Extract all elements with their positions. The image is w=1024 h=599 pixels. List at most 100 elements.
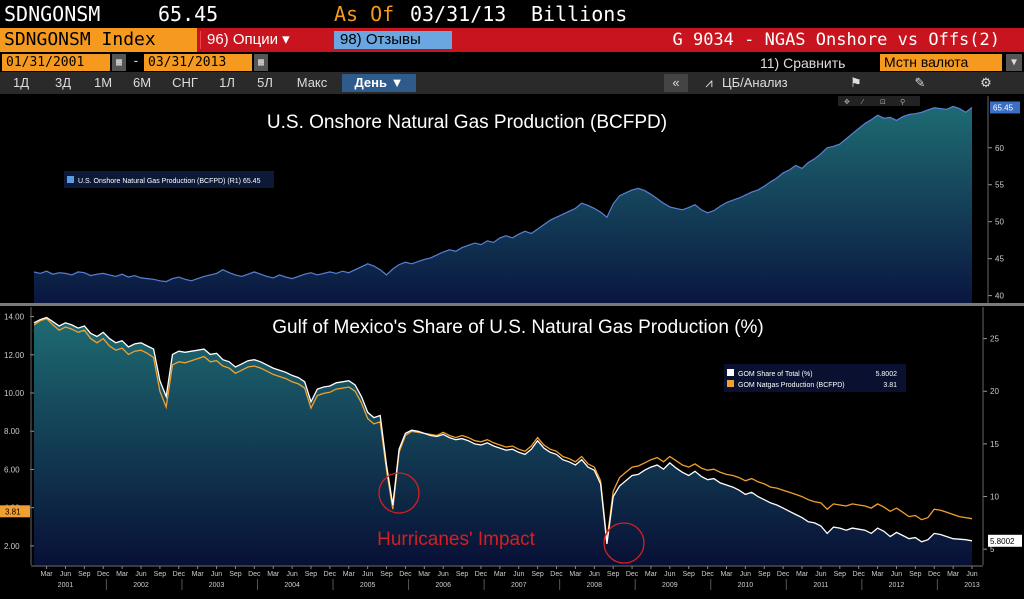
gom-share-legend: GOM Share of Total (%) (738, 371, 813, 378)
x-year-label: 2003 (209, 582, 225, 589)
x-year-label: 2002 (133, 582, 149, 589)
zoom-area-icon[interactable]: ⊡ (880, 99, 886, 106)
period-max[interactable]: Макс (296, 75, 328, 90)
period-1y[interactable]: 1Л (219, 75, 235, 90)
x-month-label: Dec (97, 571, 110, 578)
x-month-label: Mar (947, 571, 960, 578)
hurricane-circle-2008 (603, 522, 645, 564)
gom-share-swatch (727, 369, 734, 376)
top-chart-plot (33, 105, 973, 304)
x-month-label: Mar (872, 571, 885, 578)
top-y-tick-label: 50 (995, 218, 1004, 227)
security-field[interactable]: SDNGONSM Index (0, 28, 197, 52)
currency-dropdown-icon[interactable]: ▼ (1006, 54, 1022, 71)
x-month-label: Jun (211, 571, 222, 578)
bottom-legend: GOM Share of Total (%) 5.8002 GOM Natgas… (724, 364, 906, 392)
zoom-search-icon[interactable]: ⚲ (900, 99, 905, 106)
x-month-label: Jun (286, 571, 297, 578)
top-legend: U.S. Onshore Natural Gas Production (BCF… (64, 171, 274, 188)
period-1d[interactable]: 1Д (12, 75, 30, 90)
right-y-tick-label: 25 (990, 335, 999, 344)
left-last-value-badge (0, 505, 30, 518)
options-button[interactable]: 96) Опции ▾ (200, 31, 330, 49)
analysis-icon[interactable]: ⩘ (705, 75, 713, 90)
right-y-tick-label: 5 (990, 545, 995, 554)
left-y-tick-label: 8.00 (4, 427, 20, 436)
gom-prod-legend: GOM Natgas Production (BCFPD) (738, 382, 845, 389)
gom-prod-swatch (727, 380, 734, 387)
top-last-value-label: 65.45 (993, 103, 1014, 112)
zoom-draw-icon[interactable]: ⁄ (860, 99, 865, 106)
period-1m[interactable]: 1М (93, 75, 113, 90)
x-month-label: Sep (834, 571, 847, 578)
end-calendar-icon[interactable]: ▦ (254, 54, 268, 71)
ticker-header: SDNGONSM 65.45 As Of 03/31/13 Billions (0, 0, 1024, 28)
currency-select[interactable]: Мстн валюта (880, 54, 1002, 71)
period-6m[interactable]: 6М (132, 75, 152, 90)
x-month-label: Mar (494, 571, 507, 578)
x-month-label: Dec (475, 571, 488, 578)
gom-prod-line (33, 317, 973, 541)
ticker-symbol: SDNGONSM (4, 2, 101, 26)
x-month-label: Dec (399, 571, 412, 578)
start-calendar-icon[interactable]: ▦ (112, 54, 126, 71)
left-last-value-label: 3.81 (5, 507, 21, 516)
collapse-button[interactable]: « (664, 74, 688, 92)
gear-icon[interactable]: ⚙ (980, 75, 992, 90)
x-month-label: Sep (758, 571, 771, 578)
x-month-label: Sep (154, 571, 167, 578)
period-3d[interactable]: 3Д (54, 75, 72, 90)
zoom-toolbar: ✥ ⁄ ⊡ ⚲ (838, 96, 920, 106)
panel-divider (0, 303, 1024, 306)
period-ytd[interactable]: СНГ (172, 75, 198, 90)
command-bar: SDNGONSM Index 96) Опции ▾ 98) Отзывы G … (0, 28, 1024, 52)
gom-share-line (33, 316, 973, 544)
chart-panel: ✥ ⁄ ⊡ ⚲ U.S. Onshore Natural Gas Product… (0, 94, 1024, 595)
x-month-label: Sep (305, 571, 318, 578)
x-month-label: Jun (513, 571, 524, 578)
x-month-label: Sep (456, 571, 469, 578)
left-y-tick-label: 12.00 (4, 351, 25, 360)
x-year-label: 2001 (58, 582, 74, 589)
period-tabs: 1Д 3Д 1М 6М СНГ 1Л 5Л Макс День ▼ « ⩘ ЦБ… (0, 72, 1024, 94)
right-y-tick-label: 10 (990, 493, 999, 502)
right-y-tick-label: 15 (990, 440, 999, 449)
x-month-label: Dec (248, 571, 261, 578)
top-y-tick-label: 55 (995, 181, 1004, 190)
date-range-bar: 01/31/2001 ▦ - 03/31/2013 ▦ 11) Сравнить… (0, 52, 1024, 72)
chart-title: G 9034 - NGAS Onshore vs Offs(2) (672, 30, 1000, 50)
x-month-label: Mar (192, 571, 205, 578)
feedback-button[interactable]: 98) Отзывы (334, 31, 452, 49)
top-legend-swatch (67, 176, 74, 183)
top-chart-title: U.S. Onshore Natural Gas Production (BCF… (267, 112, 667, 133)
x-month-label: Dec (701, 571, 714, 578)
x-month-label: Dec (550, 571, 563, 578)
x-month-label: Jun (966, 571, 977, 578)
hurricane-annotation: Hurricanes' Impact (377, 472, 645, 564)
x-month-label: Dec (324, 571, 337, 578)
onshore-area-fill (34, 106, 972, 304)
frequency-dropdown[interactable]: День ▼ (342, 74, 416, 92)
hurricane-circle-2005 (378, 472, 420, 514)
x-month-label: Jun (740, 571, 751, 578)
period-5y[interactable]: 5Л (257, 75, 273, 90)
flag-icon[interactable]: ⚑ (850, 75, 862, 90)
x-month-label: Dec (777, 571, 790, 578)
start-date-field[interactable]: 01/31/2001 (2, 54, 110, 71)
left-y-tick-label: 10.00 (4, 389, 25, 398)
zoom-move-icon[interactable]: ✥ (844, 98, 850, 106)
edit-icon[interactable]: ✎ (914, 75, 926, 90)
end-date-field[interactable]: 03/31/2013 (144, 54, 252, 71)
x-month-label: Mar (418, 571, 431, 578)
gom-prod-legend-value: 3.81 (883, 382, 897, 389)
left-y-tick-label: 14.00 (4, 313, 25, 322)
x-month-label: Mar (41, 571, 54, 578)
analysis-button[interactable]: ЦБ/Анализ (722, 75, 788, 90)
x-year-label: 2006 (435, 582, 451, 589)
x-month-label: Mar (267, 571, 280, 578)
compare-button[interactable]: 11) Сравнить (760, 55, 846, 71)
x-month-label: Jun (664, 571, 675, 578)
right-last-value-label: 5.8002 (990, 537, 1015, 546)
x-month-label: Sep (531, 571, 544, 578)
x-month-label: Dec (626, 571, 639, 578)
